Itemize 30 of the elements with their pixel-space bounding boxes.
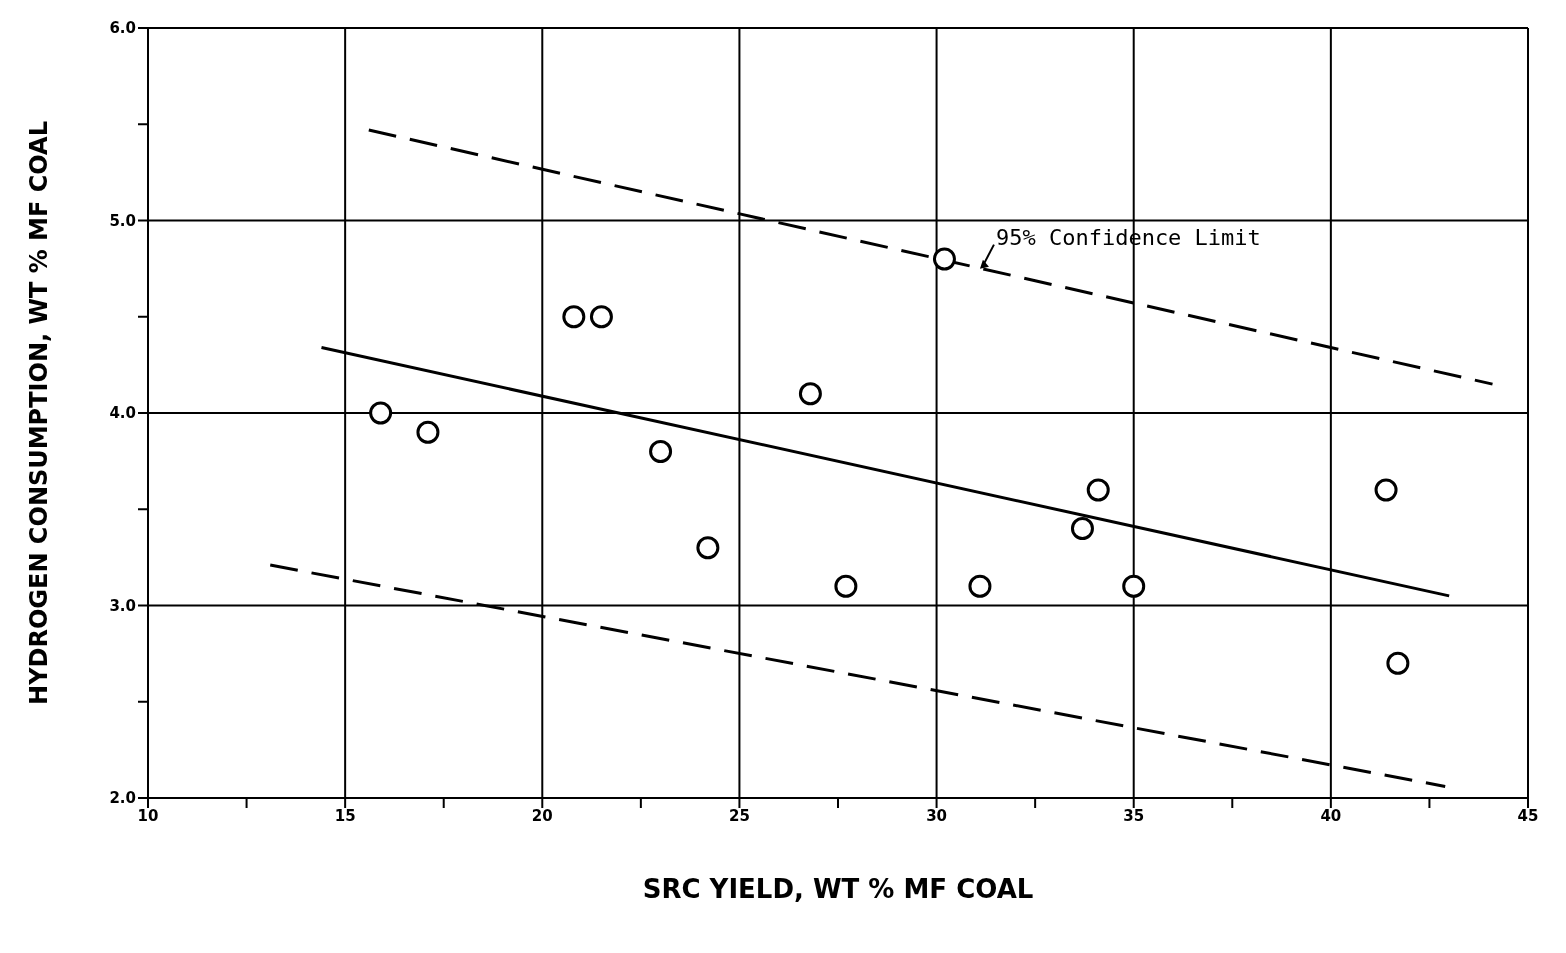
y-axis-title: HYDROGEN CONSUMPTION, WT % MF COAL [24, 121, 53, 705]
point [1374, 478, 1398, 502]
point [416, 420, 440, 444]
point [1386, 651, 1410, 675]
point [1122, 574, 1146, 598]
point [1086, 478, 1110, 502]
x-tick-label: 35 [1123, 806, 1145, 825]
point [834, 574, 858, 598]
y-tick-label: 5.0 [109, 211, 136, 230]
point [798, 382, 822, 406]
x-tick-label: 30 [926, 806, 948, 825]
y-tick-label: 2.0 [109, 789, 136, 808]
y-tick-label: 6.0 [109, 19, 136, 38]
x-tick-label: 40 [1320, 806, 1342, 825]
point [1070, 517, 1094, 540]
x-tick-label: 15 [334, 806, 356, 825]
point [589, 305, 613, 329]
x-tick-label: 10 [137, 806, 159, 825]
point [968, 574, 992, 598]
y-tick-label: 3.0 [109, 596, 136, 615]
point [562, 305, 586, 329]
point [696, 536, 720, 560]
x-tick-label: 20 [531, 806, 553, 825]
y-tick-label: 4.0 [109, 404, 136, 423]
x-tick-label: 25 [728, 806, 750, 825]
point [932, 247, 956, 271]
point [649, 440, 673, 463]
x-axis-title: SRC YIELD, WT % MF COAL [642, 874, 1034, 904]
x-tick-label: 45 [1517, 806, 1539, 825]
point [369, 401, 393, 425]
